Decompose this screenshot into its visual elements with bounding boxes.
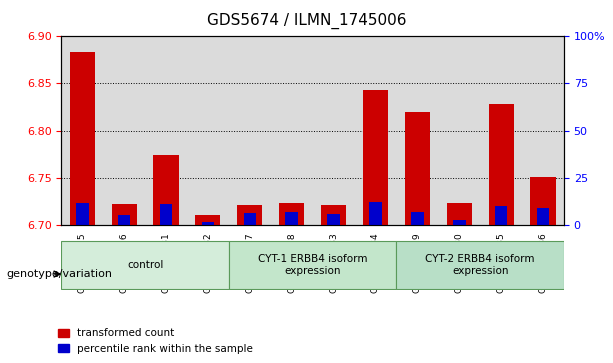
Bar [537,208,549,225]
Text: GDS5674 / ILMN_1745006: GDS5674 / ILMN_1745006 [207,13,406,29]
Bar [530,177,555,225]
Bar [271,36,313,225]
Bar [187,36,229,225]
Bar [313,36,354,225]
Bar [118,215,131,225]
Bar [243,213,256,225]
Legend: transformed count, percentile rank within the sample: transformed count, percentile rank withi… [54,324,257,358]
Bar [489,104,514,225]
Bar [160,204,172,225]
Text: genotype/variation: genotype/variation [6,269,112,279]
Bar [202,222,214,225]
Bar [153,155,178,225]
Bar [411,212,424,225]
Bar [522,36,564,225]
Bar [76,203,88,225]
Bar [397,36,438,225]
Text: CYT-1 ERBB4 isoform
expression: CYT-1 ERBB4 isoform expression [258,254,367,276]
Bar [196,215,221,225]
Bar [70,52,95,225]
FancyBboxPatch shape [61,241,229,289]
Bar [145,36,187,225]
Bar [327,214,340,225]
Bar [229,36,271,225]
Bar [438,36,480,225]
FancyBboxPatch shape [229,241,397,289]
Bar [495,206,508,225]
Bar [61,36,103,225]
Bar [369,203,382,225]
Text: CYT-2 ERBB4 isoform
expression: CYT-2 ERBB4 isoform expression [425,254,535,276]
FancyBboxPatch shape [397,241,564,289]
Bar [453,220,465,225]
Bar [447,203,472,225]
Bar [405,112,430,225]
Text: control: control [127,260,163,270]
Bar [363,90,388,225]
Bar [112,204,137,225]
Bar [279,203,304,225]
Bar [103,36,145,225]
Bar [480,36,522,225]
Bar [237,205,262,225]
Bar [286,212,298,225]
Bar [321,205,346,225]
Bar [354,36,397,225]
